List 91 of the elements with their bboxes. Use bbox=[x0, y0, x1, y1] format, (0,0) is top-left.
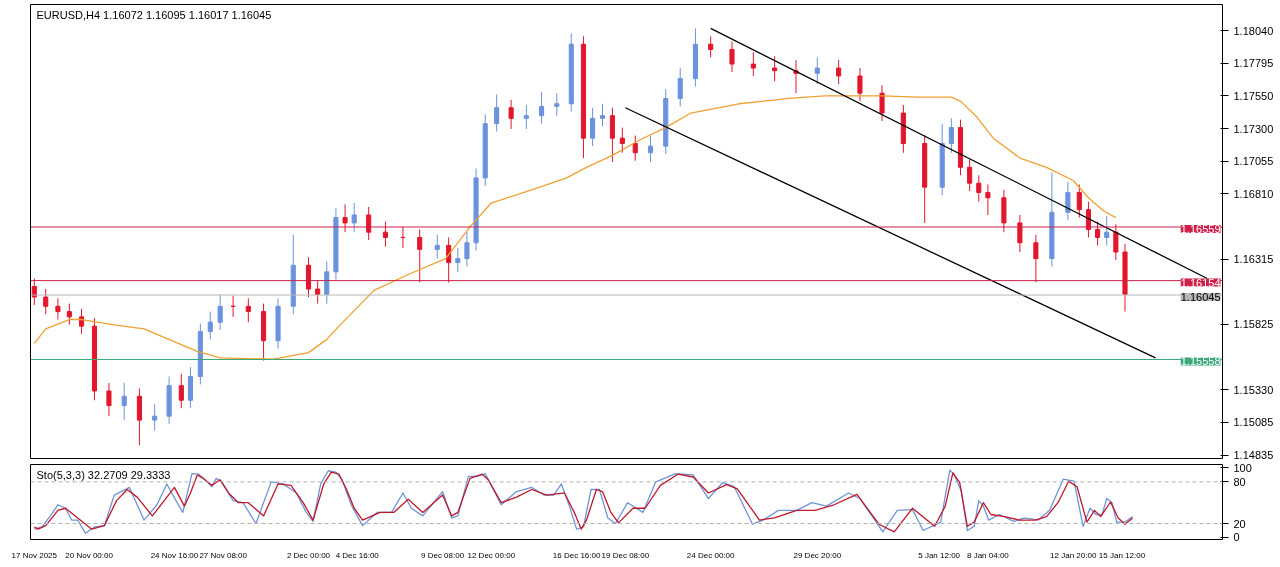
candlestick bbox=[78, 308, 85, 335]
candlestick bbox=[508, 99, 514, 130]
candlestick bbox=[647, 135, 654, 163]
y-tick-label: 1.17795 bbox=[1233, 57, 1274, 70]
x-tick-label: 9 Dec 08:00 bbox=[420, 550, 465, 560]
candlestick bbox=[677, 67, 683, 107]
candlestick bbox=[985, 184, 991, 216]
candlestick bbox=[136, 387, 142, 446]
x-tick-label: 5 Jan 12:00 bbox=[918, 550, 961, 560]
candlestick bbox=[217, 293, 223, 331]
candlestick bbox=[1113, 223, 1119, 261]
chart-title: EURUSD,H4 1.16072 1.16095 1.16017 1.16045 bbox=[36, 8, 272, 21]
candlestick bbox=[187, 366, 194, 409]
x-tick-label: 12 Dec 00:00 bbox=[467, 550, 516, 560]
candlestick bbox=[590, 107, 596, 147]
candlestick bbox=[1033, 234, 1039, 283]
x-tick-label: 15 Jan 12:00 bbox=[1098, 550, 1146, 560]
candlestick bbox=[1104, 215, 1110, 246]
y-tick-label: 1.17550 bbox=[1233, 89, 1274, 102]
candlestick bbox=[178, 373, 184, 409]
candlestick bbox=[55, 297, 61, 321]
x-tick-label: 12 Jan 20:00 bbox=[1050, 550, 1097, 560]
candlestick bbox=[1017, 214, 1023, 253]
y-tick-label: 1.15330 bbox=[1233, 383, 1274, 396]
candlestick bbox=[1065, 181, 1071, 221]
candlestick bbox=[305, 256, 312, 298]
x-tick-label: 24 Nov 16:00 bbox=[150, 550, 199, 560]
x-tick-label: 20 Nov 00:00 bbox=[65, 550, 114, 560]
candlestick bbox=[708, 35, 714, 58]
candlestick bbox=[814, 56, 820, 85]
ref-line-label: 1.15558 bbox=[1180, 355, 1221, 368]
candlestick bbox=[121, 382, 127, 421]
y-tick-label: 20 bbox=[1233, 517, 1246, 530]
candlestick bbox=[599, 103, 606, 127]
candlestick bbox=[554, 92, 560, 117]
candlestick bbox=[632, 135, 638, 162]
y-tick-label: 1.15085 bbox=[1233, 416, 1274, 429]
candlestick bbox=[207, 311, 213, 340]
ref-line-label: 1.16045 bbox=[1180, 291, 1221, 304]
candlestick bbox=[106, 382, 112, 417]
x-tick-label: 24 Dec 00:00 bbox=[686, 550, 736, 560]
ref-line-label: 1.16559 bbox=[1180, 223, 1221, 235]
x-tick-label: 19 Dec 08:00 bbox=[601, 550, 650, 560]
candlestick bbox=[1076, 184, 1082, 219]
candlestick bbox=[750, 51, 756, 77]
candlestick bbox=[857, 67, 863, 102]
candlestick bbox=[729, 41, 735, 73]
candlestick bbox=[619, 127, 625, 154]
y-tick-label: 1.18040 bbox=[1233, 24, 1274, 37]
candlestick bbox=[967, 158, 973, 192]
candlestick bbox=[464, 231, 470, 268]
y-tick-label: 1.17055 bbox=[1233, 155, 1274, 168]
y-tick-label: 1.16810 bbox=[1233, 187, 1274, 200]
candlestick bbox=[324, 260, 330, 305]
y-tick-label: 1.15825 bbox=[1233, 318, 1274, 331]
candlestick bbox=[455, 247, 461, 273]
y-tick-label: 100 bbox=[1233, 461, 1252, 474]
candlestick bbox=[417, 229, 423, 283]
candlestick bbox=[494, 94, 500, 133]
candlestick bbox=[772, 55, 778, 82]
candlestick bbox=[245, 297, 251, 323]
y-tick-label: 80 bbox=[1233, 475, 1246, 488]
candlestick bbox=[342, 203, 348, 233]
candlestick bbox=[434, 234, 440, 260]
candlestick bbox=[366, 206, 372, 241]
y-tick-label: 1.14835 bbox=[1233, 449, 1274, 462]
x-tick-label: 2 Dec 00:00 bbox=[286, 550, 331, 560]
x-tick-label: 27 Nov 08:00 bbox=[199, 550, 248, 560]
candlestick bbox=[43, 288, 49, 315]
candlestick bbox=[609, 107, 615, 163]
candlestick bbox=[976, 174, 982, 203]
candlestick bbox=[152, 403, 158, 432]
candlestick bbox=[539, 91, 545, 125]
candlestick bbox=[315, 280, 321, 305]
candlestick bbox=[948, 117, 954, 154]
x-tick-label: 29 Dec 20:00 bbox=[793, 550, 842, 560]
x-tick-label: 17 Nov 2025 bbox=[11, 550, 58, 560]
chart-title: Sto(5,3,3) 32.2709 29.3333 bbox=[36, 468, 171, 481]
candlestick bbox=[879, 84, 885, 122]
x-tick-label: 4 Dec 16:00 bbox=[335, 550, 380, 560]
x-tick-label: 8 Jan 04:00 bbox=[967, 550, 1010, 560]
y-tick-label: 0 bbox=[1233, 531, 1240, 544]
candlestick bbox=[523, 104, 529, 130]
y-tick-label: 1.16315 bbox=[1233, 253, 1274, 266]
candlestick bbox=[836, 59, 842, 85]
candlestick bbox=[382, 221, 388, 248]
candlestick bbox=[66, 303, 72, 326]
y-tick-label: 1.17300 bbox=[1233, 122, 1274, 135]
x-tick-label: 16 Dec 16:00 bbox=[552, 550, 601, 560]
candlestick bbox=[351, 202, 357, 233]
ref-line-label: 1.16154 bbox=[1180, 276, 1221, 289]
